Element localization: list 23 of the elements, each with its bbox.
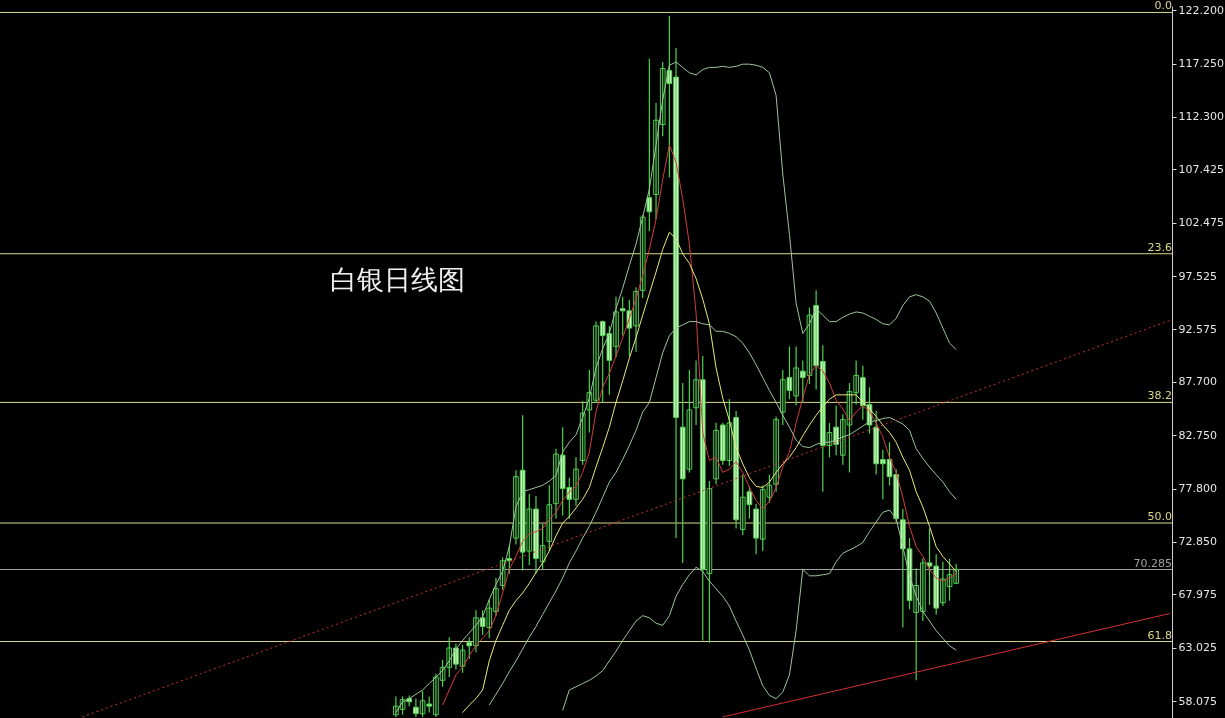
y-tick-label: 122.200 — [1178, 3, 1224, 17]
y-tick-label: 107.425 — [1178, 162, 1224, 176]
line-series — [488, 321, 957, 706]
y-tick-label: 72.850 — [1178, 535, 1217, 549]
y-tick-label: 58.075 — [1178, 694, 1217, 708]
text: 白银日线图 — [330, 265, 465, 296]
annotation: 61.8 — [1147, 628, 1172, 642]
annotation: 0.0 — [1154, 0, 1172, 13]
line-series — [562, 509, 957, 711]
y-tick-label: 67.975 — [1178, 587, 1217, 601]
annotation: 38.2 — [1147, 389, 1172, 403]
y-tick-label: 77.800 — [1178, 482, 1217, 496]
y-tick-label: 92.575 — [1178, 322, 1217, 336]
y-tick-label: 97.525 — [1178, 269, 1217, 283]
y-tick-label: 87.700 — [1178, 375, 1217, 389]
annotation: 23.6 — [1147, 240, 1172, 254]
y-tick-label: 112.300 — [1178, 110, 1224, 124]
y-tick-label: 82.750 — [1178, 428, 1217, 442]
annotation: 50.0 — [1147, 510, 1172, 524]
ref-line-label: 70.285 — [1133, 556, 1172, 570]
y-tick-label: 117.250 — [1178, 57, 1224, 71]
y-tick-label: 63.025 — [1178, 641, 1217, 655]
y-tick-label: 102.475 — [1178, 216, 1224, 230]
